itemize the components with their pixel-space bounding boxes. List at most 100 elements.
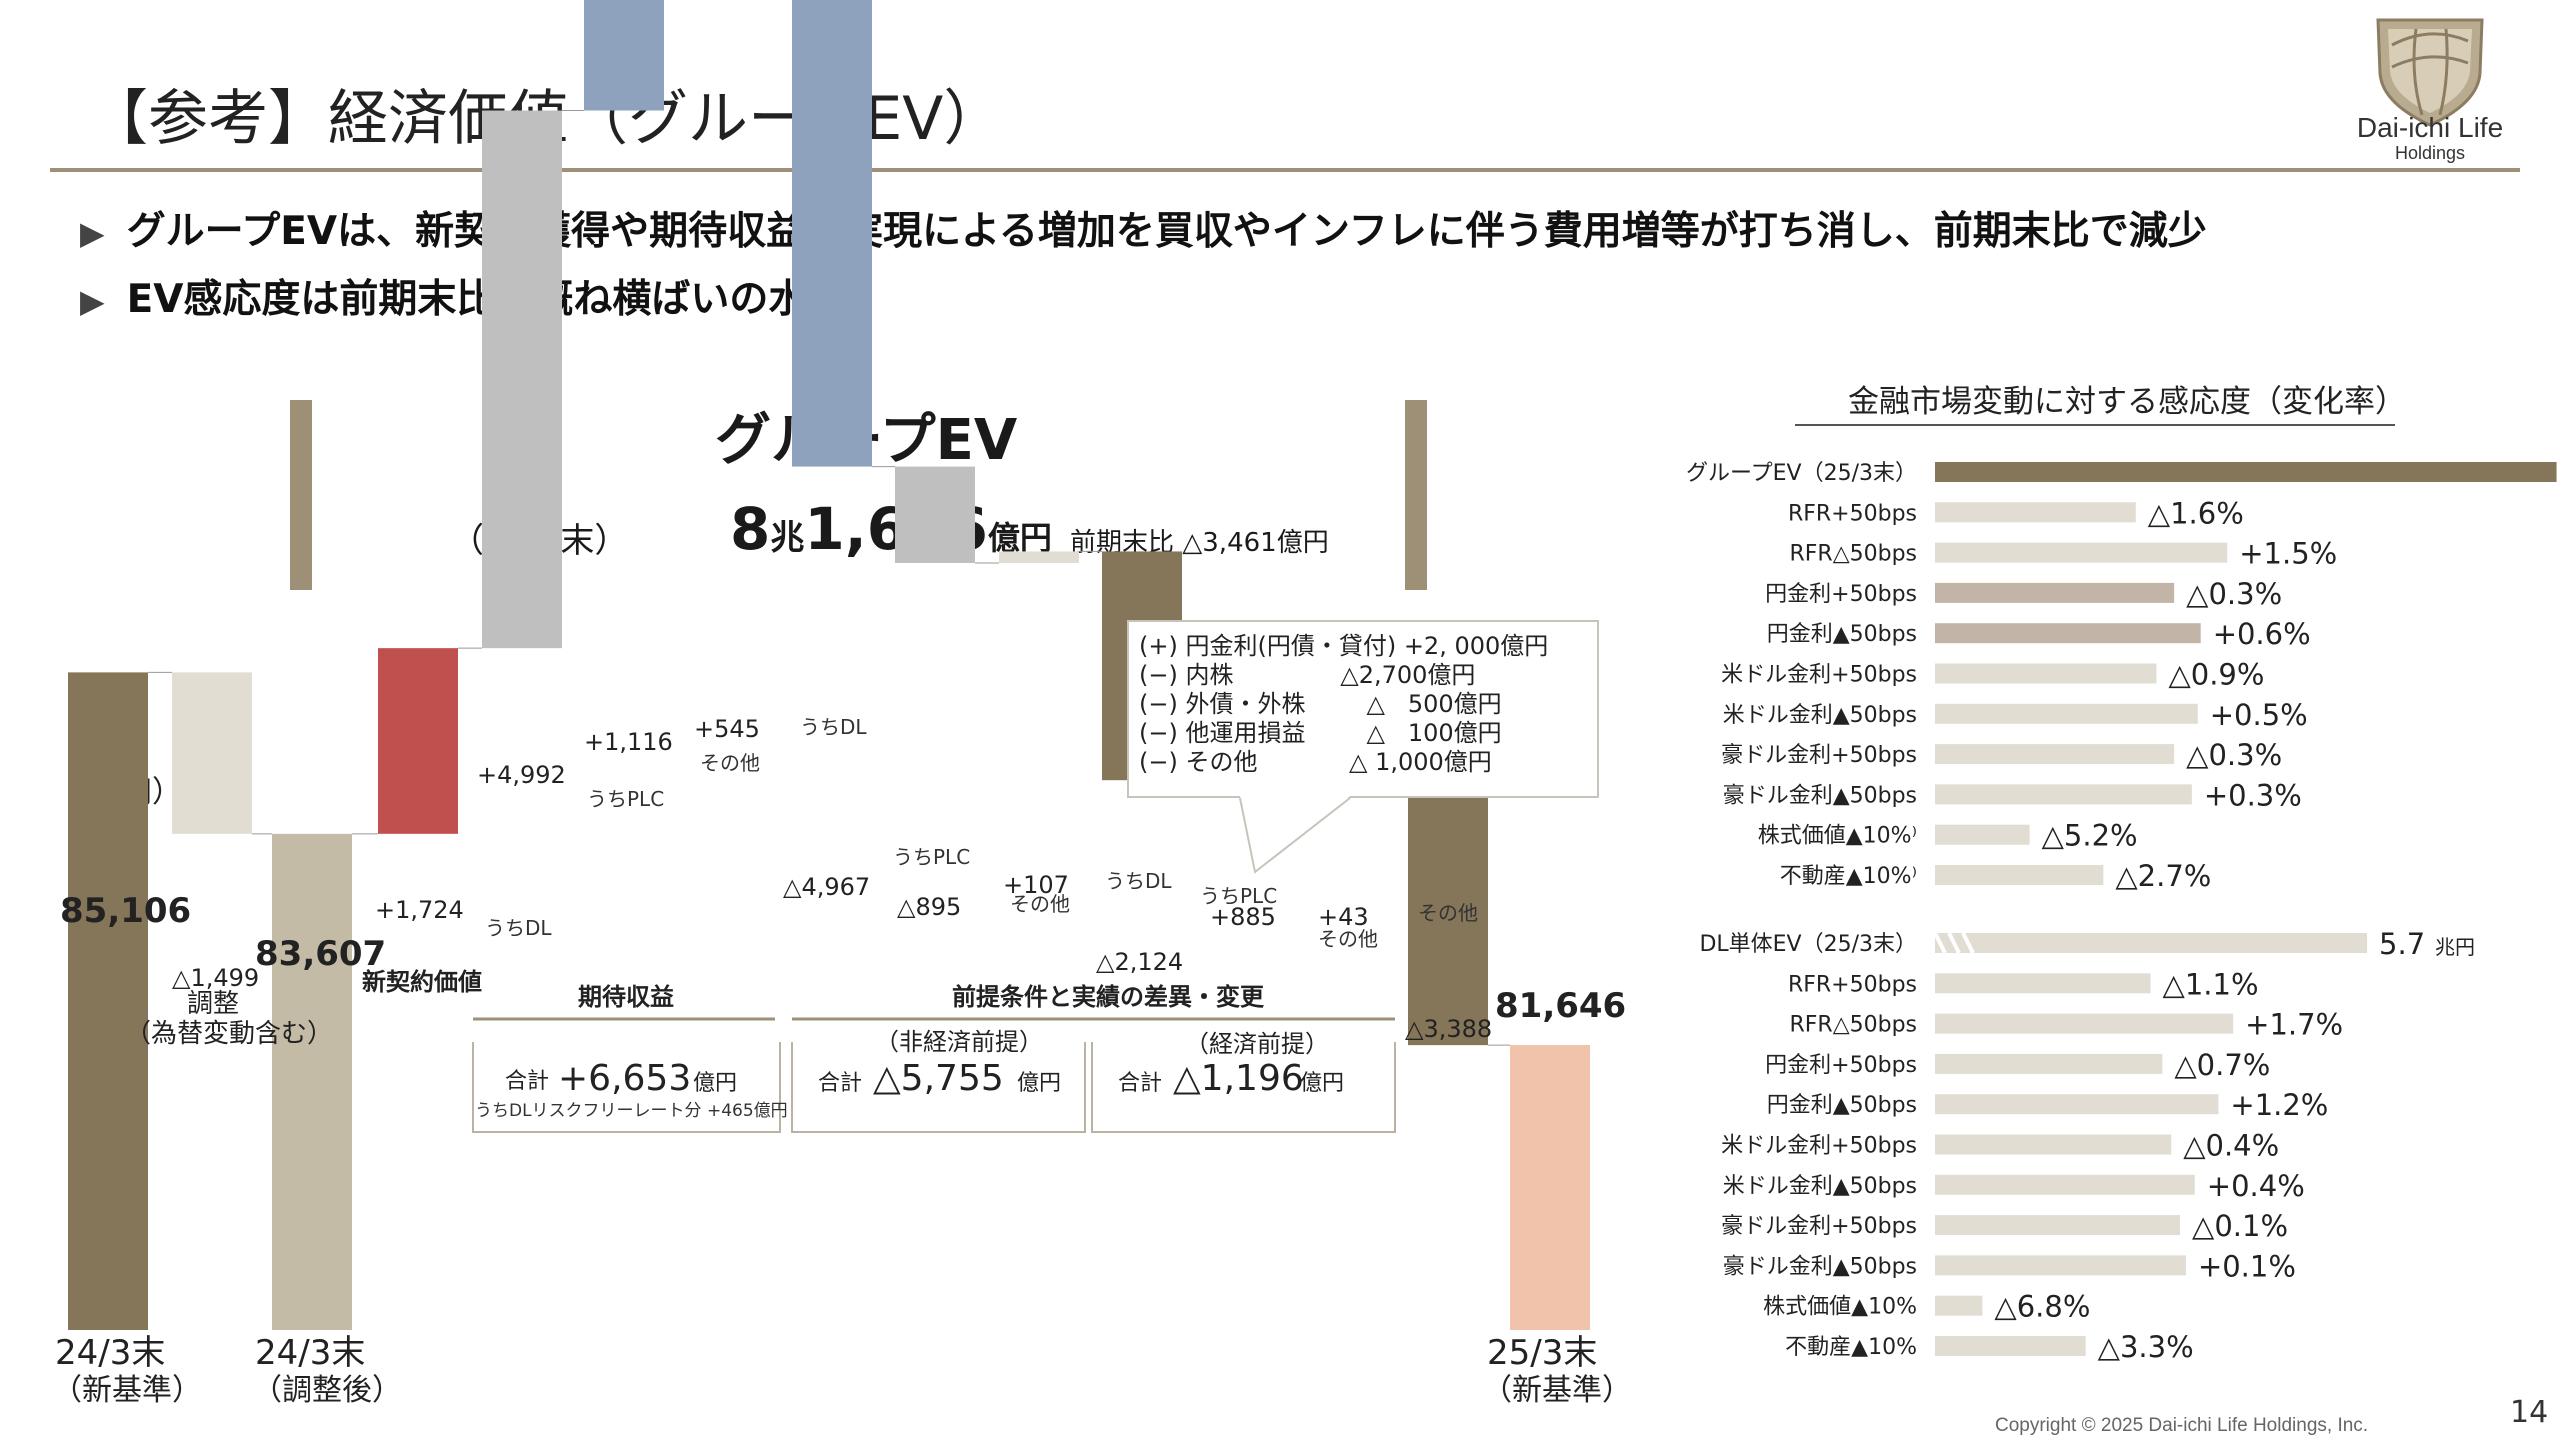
waterfall-category-label: （調整後） (252, 1373, 402, 1408)
page-number: 14 (2510, 1395, 2549, 1430)
sensitivity-row-label: 豪ドル金利+50bps (1721, 1214, 1917, 1239)
sensitivity-value-label: △1.6% (2148, 496, 2244, 530)
sensitivity-bar (1935, 502, 2136, 523)
bullet-1-text: グループEVは、新契約獲得や期待収益の実現による増加を買収やインフレに伴う費用増… (126, 209, 2207, 254)
waterfall-bar (482, 110, 562, 649)
sensitivity-value-label: 5.7 (2379, 927, 2425, 961)
ev-box-right-bar (1405, 400, 1427, 590)
sensitivity-bar (1935, 1255, 2186, 1276)
waterfall-category-label: （新基準） (52, 1373, 202, 1408)
sensitivity-bar (1935, 933, 2368, 953)
waterfall-category-label: 新契約価値 (362, 968, 482, 996)
sensitivity-bar (1935, 703, 2198, 724)
waterfall-value-label: △2,124 (1096, 948, 1183, 976)
hatch-mark (1933, 932, 1947, 954)
waterfall-value-label: +4,992 (477, 761, 566, 789)
group-label-assumption-diff: 前提条件と実績の差異・変更 (952, 983, 1265, 1011)
callout-tail (1239, 796, 1351, 874)
sensitivity-bar (1935, 973, 2151, 994)
sensitivity-value-label: +1.2% (2230, 1088, 2328, 1122)
ev-value-unit1: 兆 (770, 518, 805, 558)
sensitivity-bar (1935, 623, 2201, 644)
sensitivity-title: 金融市場変動に対する感応度（変化率） (1848, 384, 2406, 420)
sensitivity-bar (1935, 1053, 2163, 1074)
sensitivity-bar (1935, 1336, 2086, 1356)
waterfall-bar (584, 0, 664, 111)
waterfall-value-label: 83,607 (255, 934, 386, 974)
sensitivity-bar (1935, 1295, 1983, 1316)
sensitivity-bar (1935, 824, 2030, 845)
callout-line-4: (−) 他運用損益 △ 100億円 (1139, 719, 1502, 747)
sensitivity-value-label: +0.4% (2207, 1169, 2305, 1203)
sensitivity-bar (1935, 462, 2557, 482)
sensitivity-row-label: 円金利▲50bps (1767, 1093, 1917, 1118)
sensitivity-value-label: △6.8% (1994, 1290, 2090, 1324)
sensitivity-value-label: △1.1% (2163, 967, 2259, 1001)
hatch-mark (1961, 932, 1975, 954)
sensitivity-value-label: △0.9% (2168, 658, 2264, 692)
sensitivity-value-label: △0.7% (2174, 1048, 2270, 1082)
sensitivity-bar (1935, 865, 2104, 885)
waterfall-bar (68, 672, 148, 1330)
group-total-unit: 億円 (693, 1071, 737, 1096)
ev-value-unit2: 億円 (987, 519, 1052, 557)
sensitivity-value-label: △0.3% (2186, 577, 2282, 611)
waterfall-bar (792, 0, 872, 467)
waterfall-sublabel: その他 (1418, 901, 1478, 925)
waterfall-category-label: 25/3末 (1487, 1333, 1597, 1373)
sensitivity-bar (1935, 1134, 2172, 1155)
waterfall-value-label: +885 (1210, 903, 1276, 931)
waterfall-sublabel: うちPLC (1200, 884, 1277, 908)
logo-subtitle: Holdings (2394, 143, 2466, 163)
sensitivity-row-label: RFR+50bps (1788, 501, 1917, 526)
sensitivity-row-label: 円金利+50bps (1765, 1053, 1917, 1078)
sensitivity-value-label: △5.2% (2042, 819, 2138, 853)
group-total-unit: 億円 (1300, 1071, 1344, 1096)
waterfall-value-label: △4,967 (783, 873, 870, 901)
sensitivity-value-label: +0.3% (2204, 778, 2302, 812)
waterfall-value-label: △895 (897, 893, 961, 921)
group-total-prefix: 合計 (505, 1069, 549, 1094)
sensitivity-bar (1935, 582, 2175, 603)
waterfall-sublabel: その他 (1010, 892, 1070, 916)
waterfall-bar (378, 648, 458, 834)
sensitivity-value-label: △0.4% (2183, 1129, 2279, 1163)
group-total-noneconomic: △5,755 (873, 1058, 1004, 1099)
ev-value-prefix: 8 (730, 495, 771, 563)
sensitivity-row-label: RFR△50bps (1789, 542, 1917, 567)
sensitivity-row-label: 米ドル金利+50bps (1721, 1134, 1917, 1159)
sensitivity-bar (1935, 1013, 2234, 1034)
group-total-unit: 億円 (1017, 1071, 1061, 1096)
sensitivity-bar (1935, 663, 2157, 684)
sensitivity-row-label: グループEV（25/3末） (1686, 461, 1917, 486)
group-total-prefix: 合計 (818, 1071, 862, 1096)
sensitivity-row-label: RFR+50bps (1788, 972, 1917, 997)
waterfall-bar (999, 551, 1079, 563)
sensitivity-row-label: 不動産▲10%⁾ (1780, 864, 1917, 889)
group-total-expected-return: +6,653 (558, 1058, 691, 1099)
sensitivity-value-label: +1.5% (2239, 537, 2337, 571)
logo-name: Dai-ichi Life (2356, 112, 2504, 143)
waterfall-value-label: +43 (1318, 903, 1369, 931)
sensitivity-bar (1935, 1174, 2195, 1195)
callout-line-1: (+) 円金利(円債・貸付) +2, 000億円 (1139, 632, 1549, 660)
waterfall-value-label: +1,724 (375, 896, 464, 924)
waterfall-value-label: +545 (694, 715, 760, 743)
title-divider (50, 168, 2520, 172)
sensitivity-value-unit: 兆円 (2435, 935, 2475, 959)
group-total-note: うちDLリスクフリーレート分 +465億円 (475, 1101, 788, 1121)
sensitivity-value-label: +1.7% (2245, 1008, 2343, 1042)
economic-assumption-callout: (+) 円金利(円債・貸付) +2, 000億円 (−) 内株 △2,700億円… (1127, 620, 1599, 798)
sensitivity-value-label: △2.7% (2115, 859, 2211, 893)
waterfall-bar (1510, 1045, 1590, 1330)
waterfall-category-label: 24/3末 (255, 1333, 365, 1373)
sensitivity-bar (1935, 1215, 2181, 1236)
callout-line-5: (−) その他 △ 1,000億円 (1139, 748, 1492, 776)
waterfall-category-label: （為替変動含む） (125, 1019, 333, 1049)
sensitivity-row-label: 豪ドル金利+50bps (1721, 743, 1917, 768)
sensitivity-row-label: RFR△50bps (1789, 1013, 1917, 1038)
sensitivity-bar (1935, 744, 2175, 765)
waterfall-value-label: +1,116 (584, 728, 673, 756)
copyright: Copyright © 2025 Dai-ichi Life Holdings,… (1995, 1415, 2369, 1436)
